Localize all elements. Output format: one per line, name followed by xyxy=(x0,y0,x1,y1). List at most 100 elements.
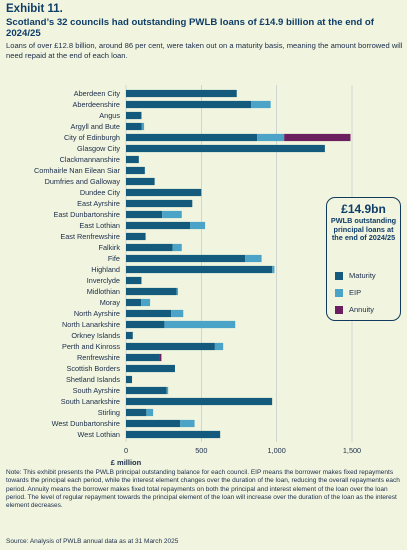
category-label: East Ayrshire xyxy=(77,199,120,208)
category-label: Dundee City xyxy=(80,188,121,197)
category-label: Shetland Islands xyxy=(66,375,120,384)
bar-maturity xyxy=(126,166,145,175)
x-tick-label: 0 xyxy=(124,446,128,455)
bar-maturity xyxy=(126,276,142,285)
bar-maturity xyxy=(126,408,147,417)
category-label: Stirling xyxy=(98,408,120,417)
category-label: Glasgow City xyxy=(77,144,120,153)
bar-maturity xyxy=(126,155,139,164)
category-label: Falkirk xyxy=(99,243,121,252)
bar-maturity xyxy=(126,331,133,340)
category-label: Moray xyxy=(100,298,121,307)
bar-maturity xyxy=(126,100,252,109)
category-label: Argyll and Bute xyxy=(71,122,121,131)
bar-maturity xyxy=(126,111,142,120)
exhibit-label: Exhibit 11. xyxy=(6,3,63,15)
bar-eip xyxy=(171,309,184,318)
category-label: West Lothian xyxy=(78,430,120,439)
legend-total: £14.9bn xyxy=(341,202,386,216)
bar-maturity xyxy=(126,397,273,406)
category-label: East Lothian xyxy=(79,221,120,230)
bar-eip xyxy=(214,342,224,351)
bar-eip xyxy=(141,276,142,285)
category-label: Dumfries and Galloway xyxy=(45,177,121,186)
note-text: Note: This exhibit presents the PWLB pri… xyxy=(6,469,400,510)
bar-maturity xyxy=(126,144,325,153)
category-label: City of Edinburgh xyxy=(64,133,120,142)
bar-maturity xyxy=(126,89,237,98)
category-label: Inverclyde xyxy=(87,276,120,285)
bar-eip xyxy=(141,111,142,120)
bar-maturity xyxy=(126,309,172,318)
category-label: East Renfrewshire xyxy=(60,232,120,241)
x-tick-label: 1,000 xyxy=(268,446,286,455)
bar-maturity xyxy=(126,188,202,197)
bar-eip xyxy=(141,298,151,307)
legend-description: PWLB outstanding principal loans at the … xyxy=(330,216,397,243)
category-label: Fife xyxy=(108,254,120,263)
category-label: Scottish Borders xyxy=(66,364,120,373)
header: Exhibit 11. Scotland’s 32 councils had o… xyxy=(6,2,404,61)
bar-maturity xyxy=(126,210,163,219)
bar-eip xyxy=(272,265,275,274)
category-label: East Dunbartonshire xyxy=(53,210,120,219)
x-axis-title: £ million xyxy=(111,458,142,465)
category-label: Orkney Islands xyxy=(71,331,120,340)
category-label: Comhairle Nan Eilean Siar xyxy=(34,166,121,175)
bar-eip xyxy=(257,133,285,142)
bar-maturity xyxy=(126,419,181,428)
bar-maturity xyxy=(126,342,215,351)
bar-maturity xyxy=(126,199,193,208)
bar-maturity xyxy=(126,320,165,329)
legend-label-annuity: Annuity xyxy=(349,305,375,314)
bar-annuity xyxy=(284,133,351,142)
bar-maturity xyxy=(126,243,173,252)
bar-eip xyxy=(162,210,182,219)
legend-swatch-eip xyxy=(335,288,343,297)
category-label: Midlothian xyxy=(87,287,120,296)
bar-eip xyxy=(164,320,236,329)
x-tick-label: 1,500 xyxy=(343,446,361,455)
bar-maturity xyxy=(126,177,155,186)
legend-item-eip: EIP xyxy=(335,288,361,297)
legend-item-maturity: Maturity xyxy=(335,271,376,280)
category-label: South Ayrshire xyxy=(73,386,120,395)
bar-maturity xyxy=(126,375,133,384)
bar-eip xyxy=(172,243,182,252)
legend-label-eip: EIP xyxy=(349,288,362,297)
bar-maturity xyxy=(126,221,191,230)
bar-maturity xyxy=(126,232,146,241)
bar-eip xyxy=(180,419,195,428)
category-label: West Dunbartonshire xyxy=(52,419,120,428)
legend-swatch-maturity xyxy=(335,271,343,280)
bar-maturity xyxy=(126,364,175,373)
bar-maturity xyxy=(126,430,221,439)
bar-eip xyxy=(190,221,206,230)
bar-maturity xyxy=(126,287,177,296)
category-label: Clackmannanshire xyxy=(60,155,120,164)
bar-maturity xyxy=(126,265,273,274)
category-label: Angus xyxy=(99,111,120,120)
bar-eip xyxy=(146,408,154,417)
category-label: South Lanarkshire xyxy=(61,397,120,406)
bar-annuity xyxy=(159,353,162,362)
x-tick-label: 500 xyxy=(195,446,207,455)
source-text: Source: Analysis of PWLB annual data as … xyxy=(6,538,179,545)
legend-box: £14.9bn PWLB outstanding principal loans… xyxy=(326,197,401,321)
legend-swatch-annuity xyxy=(335,305,343,314)
category-label: Perth and Kinross xyxy=(62,342,120,351)
bar-maturity xyxy=(126,386,167,395)
category-label: North Ayrshire xyxy=(74,309,120,318)
bar-maturity xyxy=(126,353,160,362)
bar-maturity xyxy=(126,254,246,263)
category-label: North Lanarkshire xyxy=(62,320,120,329)
bar-eip xyxy=(176,287,178,296)
bar-maturity xyxy=(126,298,142,307)
bar-eip xyxy=(251,100,271,109)
bar-eip xyxy=(166,386,169,395)
category-label: Renfrewshire xyxy=(77,353,120,362)
category-label: Aberdeenshire xyxy=(73,100,120,109)
chart-subtitle: Loans of over £12.8 billion, around 86 p… xyxy=(6,41,403,60)
bar-eip xyxy=(141,122,145,131)
bar-maturity xyxy=(126,133,258,142)
